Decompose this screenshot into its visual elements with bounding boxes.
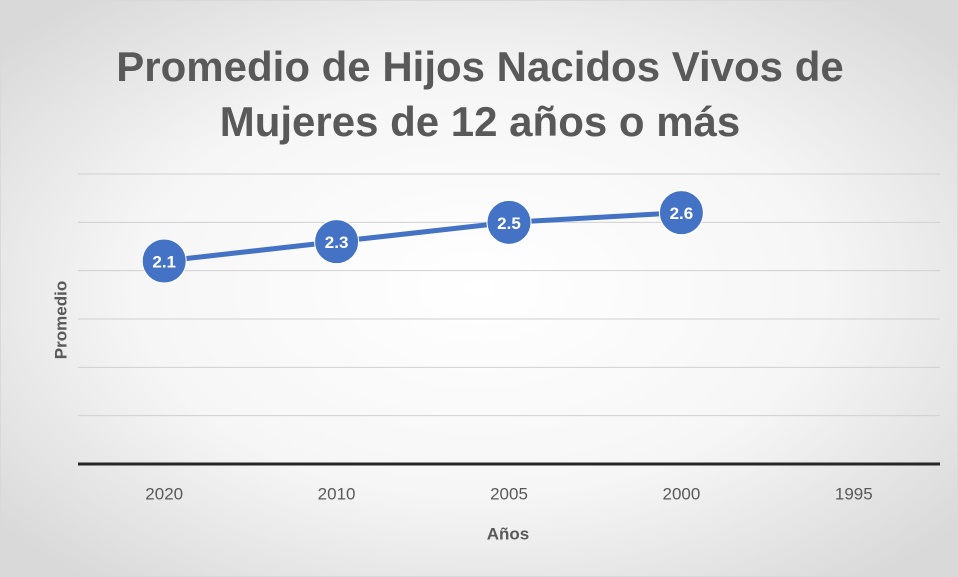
line	[163, 210, 682, 264]
x-tick-label: 2000	[662, 484, 700, 503]
data-label: 2.3	[325, 233, 349, 252]
data-label: 2.6	[670, 204, 694, 223]
chart-title: Promedio de Hijos Nacidos Vivos de	[116, 43, 843, 90]
x-axis-label: Años	[487, 524, 530, 543]
marker	[314, 219, 360, 265]
chart-title: Mujeres de 12 años o más	[220, 98, 741, 145]
x-tick-label: 2005	[490, 484, 528, 503]
marker	[141, 238, 187, 284]
data-label: 2.5	[497, 214, 521, 233]
data-label: 2.1	[152, 252, 176, 271]
marker	[658, 190, 704, 236]
y-axis-label: Promedio	[51, 281, 70, 359]
x-tick-label: 2010	[318, 484, 356, 503]
x-tick-label: 1995	[835, 484, 873, 503]
x-tick-label: 2020	[145, 484, 183, 503]
marker	[486, 199, 532, 245]
